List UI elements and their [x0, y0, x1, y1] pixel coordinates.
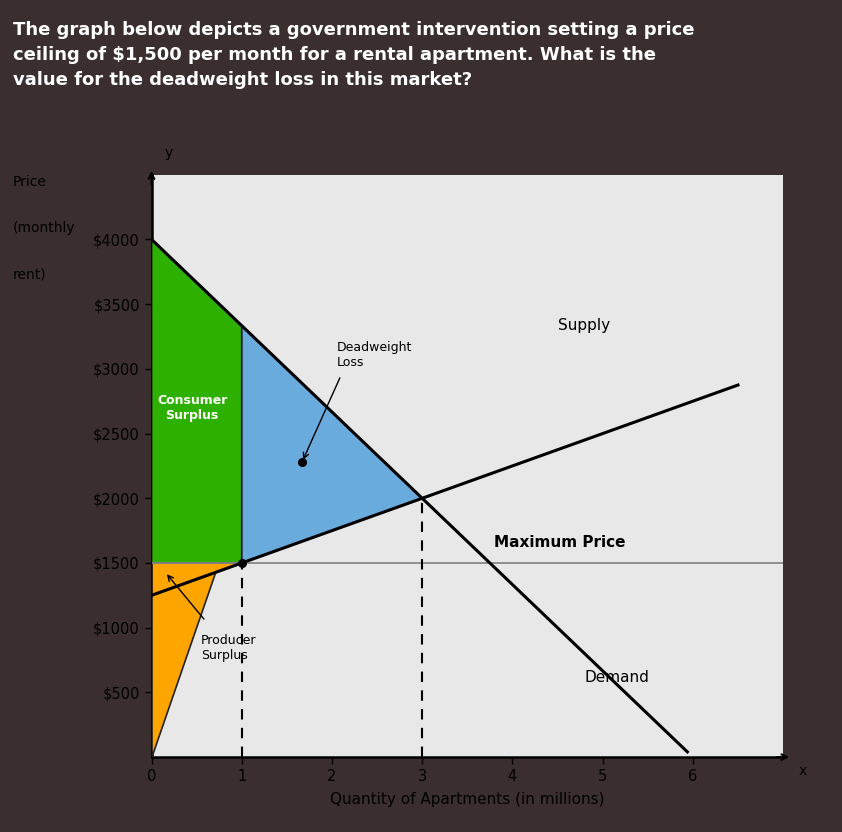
Polygon shape	[152, 240, 242, 563]
Polygon shape	[152, 563, 242, 596]
Text: Deadweight
Loss: Deadweight Loss	[337, 341, 412, 369]
Text: y: y	[164, 146, 173, 161]
X-axis label: Quantity of Apartments (in millions): Quantity of Apartments (in millions)	[330, 792, 605, 807]
Text: Producer
Surplus: Producer Surplus	[201, 634, 257, 662]
Text: rent): rent)	[13, 268, 46, 282]
Text: x: x	[799, 764, 807, 778]
Polygon shape	[152, 240, 242, 498]
Text: Price: Price	[13, 175, 46, 189]
Polygon shape	[242, 325, 422, 563]
Text: Consumer
Surplus: Consumer Surplus	[157, 394, 227, 422]
Text: Maximum Price: Maximum Price	[494, 536, 626, 551]
Text: The graph below depicts a government intervention setting a price
ceiling of $1,: The graph below depicts a government int…	[13, 21, 694, 89]
Polygon shape	[152, 498, 242, 757]
Text: Demand: Demand	[584, 670, 649, 685]
Text: (monthly: (monthly	[13, 221, 75, 235]
Text: Supply: Supply	[557, 318, 610, 333]
